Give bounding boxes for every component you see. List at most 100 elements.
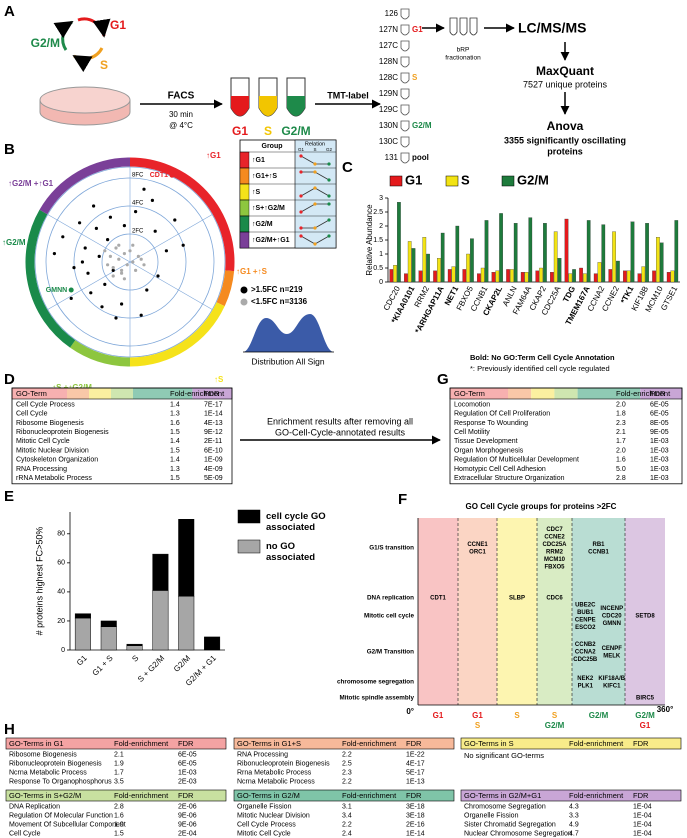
bar	[422, 237, 427, 283]
header-border	[233, 789, 455, 802]
bar	[572, 269, 576, 283]
spoke	[47, 261, 131, 310]
channel-name: 129N	[379, 89, 398, 98]
channel-tube	[400, 88, 410, 100]
gene-label: BIRC5	[636, 696, 655, 702]
table-cell: Regulation Of Cell Proliferation	[454, 411, 550, 418]
relation-dot	[299, 234, 303, 238]
table-cell: Regulation Of Molecular Function	[9, 812, 113, 819]
scatter-point	[120, 271, 124, 275]
scatter-point	[114, 246, 118, 250]
label: 30 min	[169, 110, 193, 119]
y-tick-label: 2.5	[373, 209, 383, 216]
table-cell: Response To Organophosphorus	[9, 778, 112, 785]
gene-label: MELK	[603, 653, 621, 659]
relation-dot	[299, 154, 303, 158]
group-label: ↑G1+↑S	[252, 173, 277, 180]
table-cell: 2E-03	[178, 778, 197, 785]
bar	[440, 232, 445, 283]
table-cell: 2.1	[114, 751, 124, 758]
phase-header: S	[313, 147, 316, 152]
channel-name: 128C	[379, 73, 398, 82]
scatter-point	[156, 274, 160, 278]
bar	[451, 266, 456, 283]
x-tick-label: G1	[75, 653, 89, 667]
bar	[674, 220, 679, 283]
table-cell: Mitotic Nuclear Division	[16, 447, 89, 454]
bar	[462, 269, 467, 283]
group-swatch	[239, 183, 250, 201]
header-band	[111, 388, 133, 399]
label: MaxQuant	[536, 64, 594, 78]
header-band	[640, 388, 682, 399]
ring-label: 8FC	[132, 173, 144, 179]
channel-tag: pool	[412, 153, 429, 162]
scatter-point	[120, 268, 124, 272]
ring-segment	[129, 302, 225, 367]
channel-tube	[400, 72, 410, 84]
bar	[495, 270, 500, 283]
panel-label: A	[4, 3, 15, 20]
bar	[477, 273, 481, 283]
bar-segment	[152, 553, 169, 591]
relation-dot	[313, 186, 317, 190]
table-header-cell: Fold-enrichment	[616, 389, 671, 398]
scatter-point	[103, 282, 107, 286]
table-cell: 2.3	[616, 420, 626, 427]
scatter-point	[106, 238, 110, 242]
column-label: G1	[472, 711, 483, 720]
legend-label: G1	[405, 172, 422, 187]
relation-dot	[327, 178, 331, 182]
phase-label: S	[100, 58, 108, 72]
bar	[426, 253, 430, 283]
row-label: Mitotic spindle assembly	[339, 695, 414, 702]
table-cell: Cytoskeleton Organization	[16, 457, 98, 464]
label: @ 4°C	[169, 121, 193, 130]
gene-label: CDC6	[546, 596, 563, 602]
bar	[543, 223, 547, 283]
scatter-point	[69, 296, 73, 300]
label: FACS	[168, 91, 195, 102]
scatter-point	[94, 226, 98, 230]
relation-dot	[327, 234, 331, 238]
bar	[670, 270, 675, 283]
scatter-point	[173, 218, 177, 222]
scatter-point	[122, 224, 126, 228]
table-cell: Nuclear Chromosome Segregation	[464, 830, 572, 837]
spoke	[47, 214, 131, 263]
ring-label: 4FC	[132, 201, 144, 207]
panel-label: H	[4, 721, 15, 738]
scatter-point	[131, 260, 135, 264]
bar	[553, 231, 558, 283]
column-label: S	[552, 711, 558, 720]
bar	[608, 269, 613, 283]
bar-segment	[100, 626, 117, 651]
scatter-point	[100, 305, 104, 309]
column-label: G1	[640, 721, 651, 730]
header-border	[233, 737, 455, 750]
y-tick-label: 60	[57, 560, 65, 567]
bar	[626, 270, 631, 283]
tube-liquid	[287, 96, 305, 116]
scatter-point	[139, 313, 143, 317]
header-band	[6, 738, 226, 749]
ring-segment	[129, 157, 235, 272]
gene-label: RB1	[592, 542, 605, 548]
bar	[466, 253, 470, 283]
table-cell: Chromosome Segregation	[464, 803, 546, 810]
x-tick-label: S	[130, 654, 140, 664]
bar	[593, 273, 598, 283]
gene-label: CCNA2	[575, 650, 596, 656]
gene-label: UBE2C	[575, 602, 596, 608]
table-cell: 2E-16	[406, 821, 425, 828]
gene-label: PLK1	[578, 683, 594, 689]
table-cell: 1E-03	[650, 447, 669, 454]
ring-group-label: ↑G2/M +↑G1	[8, 179, 54, 188]
table-cell: 5E-09	[204, 475, 223, 482]
gene-label: SLBP	[509, 596, 525, 602]
table-cell: 2.0	[616, 401, 626, 408]
relation-dot	[299, 194, 303, 198]
bar	[447, 269, 452, 283]
row-label: G2/M Transition	[367, 649, 414, 656]
channel-tube	[400, 152, 410, 164]
